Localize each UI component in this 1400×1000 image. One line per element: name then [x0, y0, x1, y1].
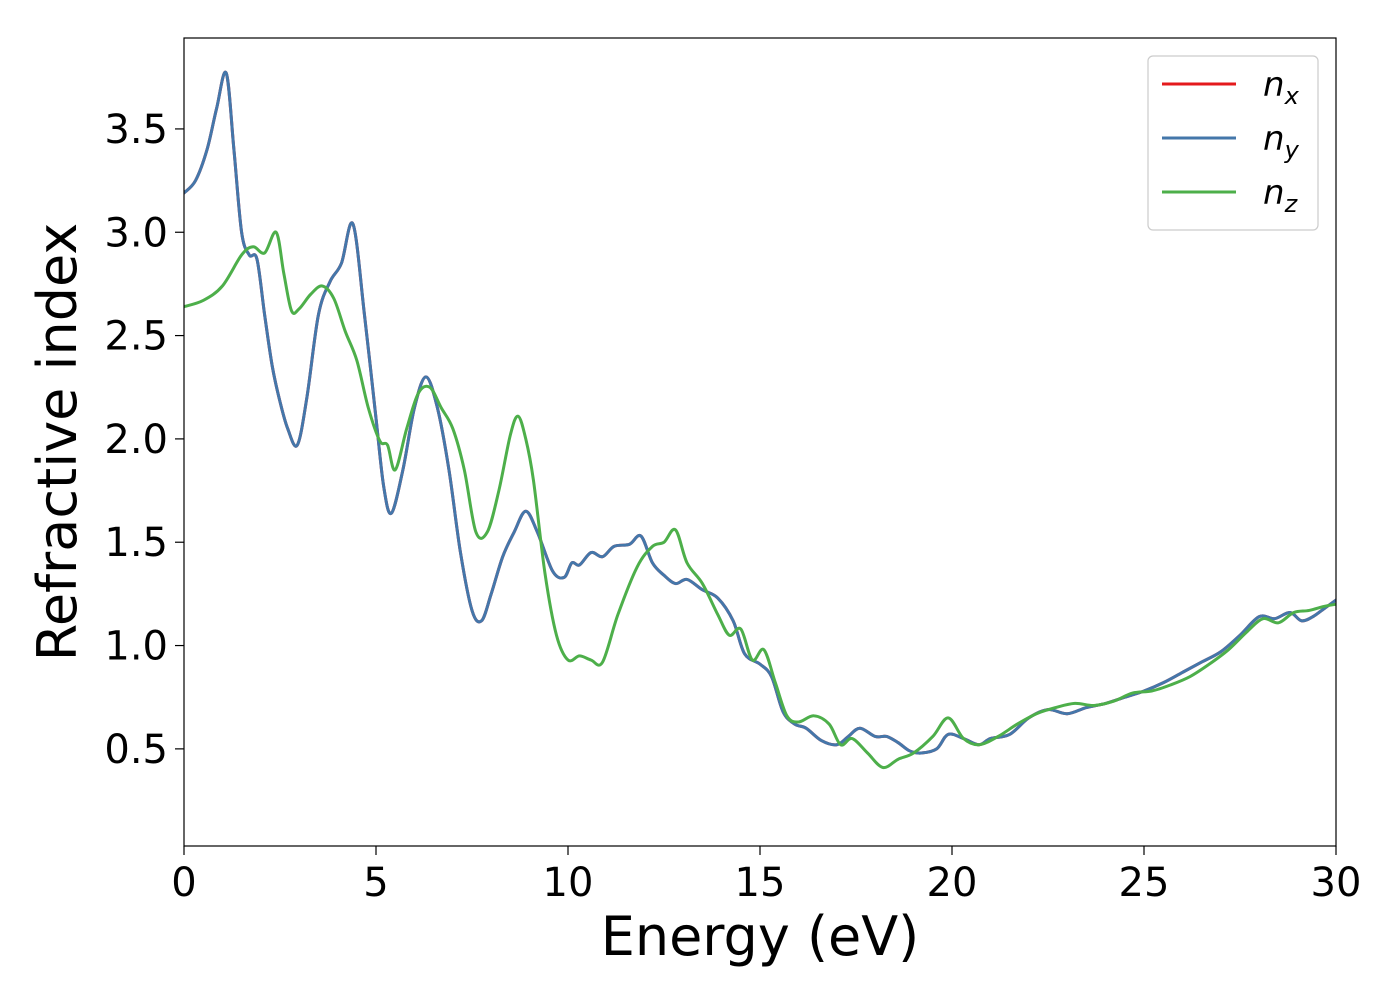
x-axis-label: Energy (eV)	[601, 905, 920, 968]
x-tick-label: 20	[927, 860, 978, 906]
y-tick-label: 2.5	[104, 314, 168, 360]
x-tick-label: 0	[171, 860, 196, 906]
legend-label-ny: ny	[1263, 119, 1300, 164]
x-tick-label: 25	[1119, 860, 1170, 906]
x-tick-label: 5	[363, 860, 388, 906]
legend: nx ny nz	[1147, 55, 1319, 231]
y-tick-label: 0.5	[104, 727, 168, 773]
legend-label-nx: nx	[1263, 65, 1300, 110]
y-axis-label: Refractive index	[26, 223, 89, 662]
y-tick-label: 1.0	[104, 624, 168, 670]
legend-label-nz: nz	[1263, 173, 1299, 218]
y-tick-label: 1.5	[104, 520, 168, 566]
x-tick-label: 30	[1311, 860, 1362, 906]
x-tick-label: 15	[735, 860, 786, 906]
labels-layer: Energy (eV) Refractive index	[26, 223, 919, 968]
ticks-layer: 0 5 10 15 20 25 30 0.5 1.0 1.5 2.0 2.5 3.0 3.5	[104, 107, 1361, 906]
y-tick-label: 3.0	[104, 210, 168, 256]
series-layer	[184, 70, 1336, 770]
y-tick-label: 2.0	[104, 417, 168, 463]
legend-box	[1147, 55, 1319, 231]
x-tick-label: 10	[543, 860, 594, 906]
series-line-ny	[184, 70, 1336, 755]
y-tick-label: 3.5	[104, 107, 168, 153]
series-line-nz	[184, 230, 1336, 770]
